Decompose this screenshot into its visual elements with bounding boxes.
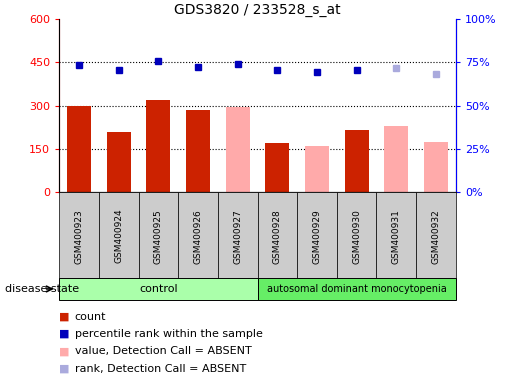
Text: percentile rank within the sample: percentile rank within the sample bbox=[75, 329, 263, 339]
Text: GSM400930: GSM400930 bbox=[352, 209, 361, 263]
Bar bbox=[186, 110, 210, 192]
Text: disease state: disease state bbox=[5, 284, 79, 294]
Text: ■: ■ bbox=[59, 329, 70, 339]
Text: GSM400932: GSM400932 bbox=[432, 209, 440, 263]
Bar bbox=[226, 107, 250, 192]
Bar bbox=[67, 106, 91, 192]
Text: GSM400926: GSM400926 bbox=[194, 209, 202, 263]
Text: rank, Detection Call = ABSENT: rank, Detection Call = ABSENT bbox=[75, 364, 246, 374]
Text: GSM400925: GSM400925 bbox=[154, 209, 163, 263]
Bar bbox=[305, 146, 329, 192]
Text: GSM400923: GSM400923 bbox=[75, 209, 83, 263]
Text: GSM400929: GSM400929 bbox=[313, 209, 321, 263]
Text: count: count bbox=[75, 312, 106, 322]
Text: GSM400924: GSM400924 bbox=[114, 209, 123, 263]
Bar bbox=[107, 131, 131, 192]
Text: ■: ■ bbox=[59, 312, 70, 322]
Bar bbox=[146, 100, 170, 192]
Text: GSM400928: GSM400928 bbox=[273, 209, 282, 263]
Text: ■: ■ bbox=[59, 346, 70, 356]
Text: value, Detection Call = ABSENT: value, Detection Call = ABSENT bbox=[75, 346, 251, 356]
Text: ■: ■ bbox=[59, 364, 70, 374]
Bar bbox=[424, 142, 448, 192]
Bar bbox=[384, 126, 408, 192]
Title: GDS3820 / 233528_s_at: GDS3820 / 233528_s_at bbox=[174, 3, 341, 17]
Text: GSM400927: GSM400927 bbox=[233, 209, 242, 263]
Text: GSM400931: GSM400931 bbox=[392, 209, 401, 263]
Text: autosomal dominant monocytopenia: autosomal dominant monocytopenia bbox=[267, 284, 447, 294]
Text: control: control bbox=[139, 284, 178, 294]
Bar bbox=[265, 143, 289, 192]
Bar bbox=[345, 130, 369, 192]
